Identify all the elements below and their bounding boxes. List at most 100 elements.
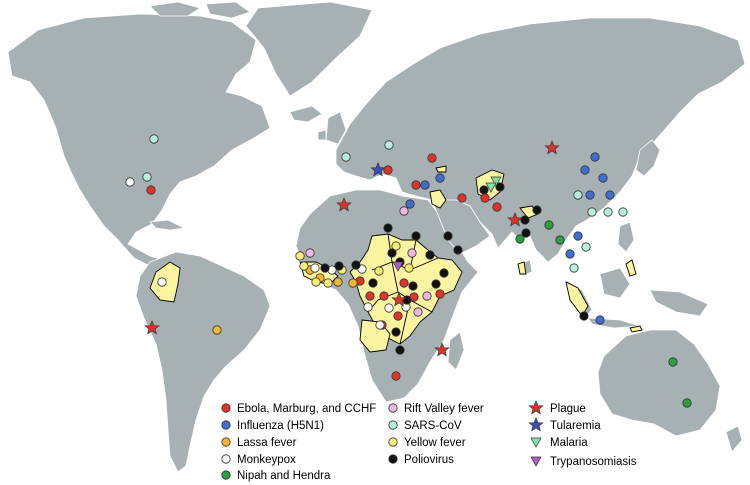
marker-polio	[532, 205, 542, 215]
marker-polio	[431, 279, 441, 289]
legend-label-sars: SARS-CoV	[404, 420, 462, 432]
legend-marker-monkeypox	[221, 454, 231, 464]
new-guinea	[649, 289, 709, 317]
legend-label-nipah: Nipah and Hendra	[237, 470, 331, 482]
marker-polio	[402, 295, 412, 305]
marker-sars	[587, 207, 597, 217]
marker-lassa	[212, 325, 222, 335]
marker-nipah	[544, 220, 554, 230]
legend-marker-lassa	[221, 437, 231, 447]
marker-polio	[425, 250, 435, 260]
uk	[317, 111, 347, 145]
marker-monkeypox	[157, 277, 167, 287]
marker-yellow-fever	[404, 263, 414, 273]
marker-ebola	[393, 311, 403, 321]
marker-sars	[142, 172, 152, 182]
h5n1-markers	[405, 152, 615, 325]
marker-nipah	[515, 234, 525, 244]
legend-label-plague: Plague	[550, 403, 586, 415]
marker-ebola	[379, 291, 389, 301]
legend-label-ebola: Ebola, Marburg, and CCHF	[237, 403, 376, 415]
legend-label-polio: Poliovirus	[404, 454, 454, 466]
legend-label-lassa: Lassa fever	[237, 437, 297, 449]
north-america	[7, 13, 271, 273]
marker-sars	[569, 263, 579, 273]
legend-label-rvf: Rift Valley fever	[404, 403, 484, 415]
marker-h5n1	[590, 152, 600, 162]
marker-polio	[408, 281, 418, 291]
marker-h5n1	[573, 231, 583, 241]
marker-nipah	[555, 235, 565, 245]
disease-markers	[125, 134, 692, 408]
marker-sars	[603, 207, 613, 217]
marker-ebola	[457, 193, 467, 203]
highlight-caucasus	[435, 165, 447, 173]
legend-label-h5n1: Influenza (H5N1)	[237, 420, 324, 432]
rvf-markers	[305, 206, 432, 317]
marker-sars	[573, 190, 583, 200]
legend-label-monkeypox: Monkeypox	[237, 454, 296, 466]
iceland	[289, 105, 323, 123]
marker-rvf	[305, 248, 315, 258]
legend: Ebola, Marburg, and CCHF Influenza (H5N1…	[221, 400, 637, 482]
marker-polio	[395, 345, 405, 355]
marker-polio	[351, 260, 361, 270]
marker-sars	[384, 140, 394, 150]
highlight-india-small	[517, 261, 527, 275]
marker-ebola	[399, 278, 409, 288]
new-zealand	[725, 425, 743, 453]
marker-monkeypox	[384, 303, 394, 313]
highlighted-regions	[149, 165, 643, 353]
marker-polio	[383, 223, 393, 233]
madagascar	[447, 331, 465, 371]
highlight-egypt-area	[429, 189, 447, 209]
marker-polio	[320, 263, 330, 273]
marker-nipah	[682, 398, 692, 408]
marker-yellow-fever	[391, 241, 401, 251]
legend-label-malaria: Malaria	[550, 437, 588, 449]
legend-label-trypanosomiasis: Trypanosomiasis	[550, 456, 637, 468]
marker-ebola	[411, 180, 421, 190]
marker-h5n1	[585, 190, 595, 200]
marker-h5n1	[598, 173, 608, 183]
legend-marker-polio	[388, 454, 398, 464]
marker-h5n1	[405, 199, 415, 209]
legend-marker-tularemia	[528, 417, 544, 432]
monkeypox-markers	[125, 177, 411, 330]
marker-h5n1	[580, 165, 590, 175]
highlight-laos	[625, 259, 637, 277]
australia	[597, 329, 721, 437]
legend-marker-h5n1	[221, 420, 231, 430]
marker-ebola	[492, 202, 502, 212]
marker-yellow-fever	[323, 278, 333, 288]
marker-polio	[443, 231, 453, 241]
marker-ebola	[365, 291, 375, 301]
marker-ebola	[435, 289, 445, 299]
marker-sars	[581, 242, 591, 252]
greenland	[245, 1, 373, 97]
legend-marker-yellow-fever	[388, 437, 398, 447]
legend-marker-malaria	[530, 437, 542, 448]
marker-polio	[521, 228, 531, 238]
legend-marker-trypanosomiasis	[530, 456, 542, 467]
philippines	[617, 221, 635, 253]
marker-polio	[387, 248, 397, 258]
marker-polio	[520, 215, 530, 225]
marker-rvf	[413, 307, 423, 317]
marker-monkeypox	[363, 302, 373, 312]
highlight-timor	[629, 325, 643, 333]
borneo	[599, 267, 631, 299]
arctic-islands	[149, 1, 251, 19]
marker-h5n1	[595, 315, 605, 325]
japan	[635, 139, 661, 177]
legend-marker-sars	[388, 420, 398, 430]
polio-markers	[320, 182, 589, 355]
marker-yellow-fever	[295, 251, 305, 261]
marker-polio	[334, 261, 344, 271]
marker-h5n1	[605, 190, 615, 200]
marker-polio	[411, 231, 421, 241]
legend-label-yellow-fever: Yellow fever	[404, 437, 466, 449]
marker-sars	[341, 152, 351, 162]
